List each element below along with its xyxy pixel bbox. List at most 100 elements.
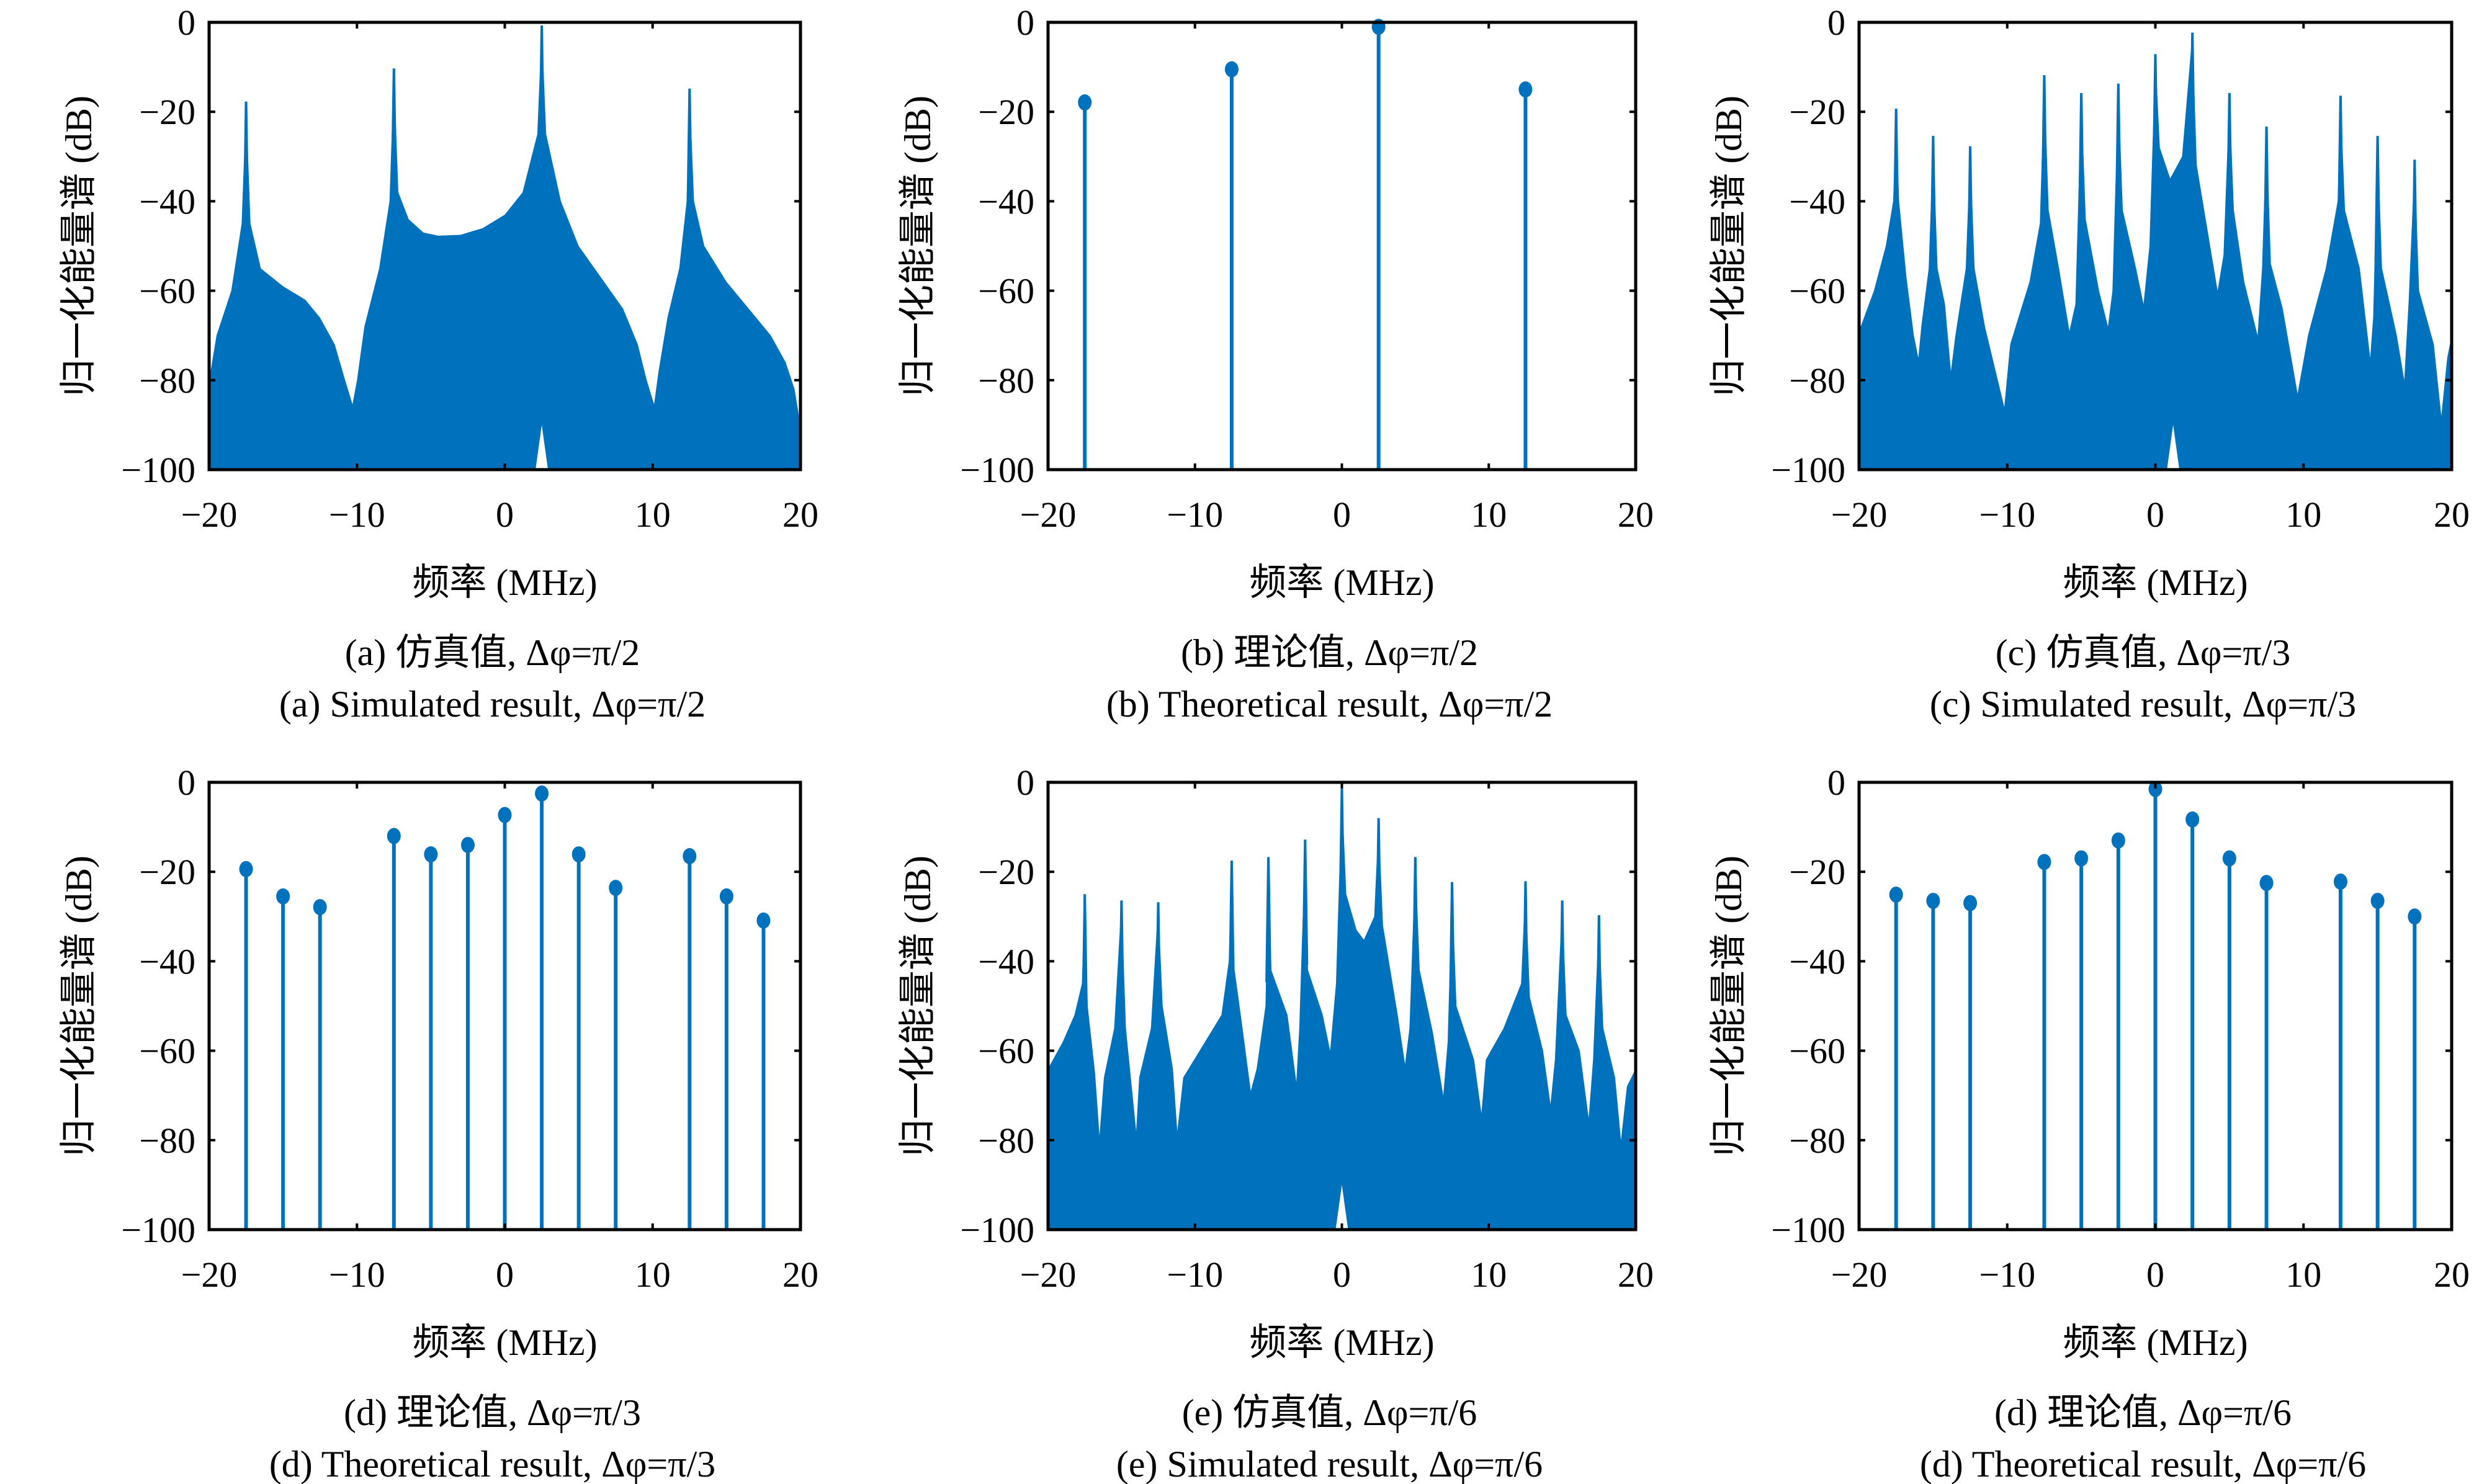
stem-marker xyxy=(2148,780,2163,797)
y-tick-label: −80 xyxy=(1789,360,1845,401)
x-tick-label: 10 xyxy=(2285,1254,2321,1295)
stem-marker xyxy=(1518,81,1533,98)
y-tick-label: −40 xyxy=(1789,181,1845,221)
caption-zh: (d) 理论值, Δφ=π/6 xyxy=(1994,1392,2292,1433)
stem-marker xyxy=(2259,875,2274,892)
x-tick-label: 0 xyxy=(2146,494,2164,535)
x-tick-label: 20 xyxy=(782,1254,818,1295)
spectrum-peak xyxy=(1412,857,1419,983)
y-tick-label: −40 xyxy=(139,941,195,981)
plot-area xyxy=(209,25,800,470)
spectrum-peak xyxy=(2337,96,2344,221)
caption-zh: (a) 仿真值, Δφ=π/2 xyxy=(345,632,640,673)
x-tick-label: 0 xyxy=(1333,1254,1351,1295)
stem-marker xyxy=(2370,893,2385,910)
spectrum-peak xyxy=(1930,136,1937,262)
y-tick-label: −80 xyxy=(978,360,1034,401)
spectrum-peak xyxy=(2078,92,2085,218)
spectrum-peak xyxy=(2189,32,2196,158)
y-tick-label: −100 xyxy=(1771,450,1845,490)
caption-zh: (e) 仿真值, Δφ=π/6 xyxy=(1182,1392,1477,1433)
y-axis-label: 归一化能量谱 (dB) xyxy=(1708,856,1749,1156)
x-tick-label: 0 xyxy=(2146,1254,2164,1295)
spectrum-peak xyxy=(2374,136,2381,262)
stem-marker xyxy=(719,888,733,905)
x-axis-label: 频率 (MHz) xyxy=(412,562,597,603)
x-tick-label: 0 xyxy=(1333,494,1351,535)
stem-marker xyxy=(239,860,253,877)
y-tick-label: −40 xyxy=(978,941,1034,981)
spectrum-peak xyxy=(1967,146,1974,272)
stem-marker xyxy=(683,847,697,864)
x-axis-label: 频率 (MHz) xyxy=(1249,1322,1434,1363)
y-tick-label: −40 xyxy=(139,181,195,221)
spectrum-peak xyxy=(2115,83,2122,209)
y-tick-label: −60 xyxy=(978,1031,1034,1071)
stem-marker xyxy=(1926,893,1940,910)
y-tick-label: −20 xyxy=(1789,92,1845,132)
y-tick-label: 0 xyxy=(1016,762,1034,803)
stem-marker xyxy=(2111,832,2125,849)
stem-marker xyxy=(2222,850,2236,867)
caption-zh: (d) 理论值, Δφ=π/3 xyxy=(344,1392,641,1433)
stem-marker xyxy=(2408,908,2422,925)
spectrum-peak xyxy=(539,25,545,151)
spectrum-peak xyxy=(1302,839,1309,965)
y-tick-label: −100 xyxy=(121,450,195,490)
spectrum-peak xyxy=(2411,159,2418,285)
spectrum-area xyxy=(1859,32,2452,470)
x-tick-label: 0 xyxy=(496,1254,514,1295)
caption-en: (d) Theoretical result, Δφ=π/6 xyxy=(1920,1444,2366,1484)
stem-marker xyxy=(609,880,623,896)
spectrum-peak xyxy=(686,88,693,214)
x-tick-label: 10 xyxy=(2285,494,2321,535)
x-tick-label: 10 xyxy=(635,494,671,535)
stem-marker xyxy=(1224,61,1239,78)
x-tick-label: 20 xyxy=(782,494,818,535)
y-axis-label: 归一化能量谱 (dB) xyxy=(58,856,99,1156)
caption-en: (a) Simulated result, Δφ=π/2 xyxy=(279,684,706,725)
caption-zh: (b) 理论值, Δφ=π/2 xyxy=(1181,632,1478,673)
y-tick-label: 0 xyxy=(177,2,195,43)
spectrum-peak xyxy=(2041,75,2048,200)
stem-marker xyxy=(2074,850,2089,867)
plot-area xyxy=(1889,780,2422,1230)
spectrum-peak xyxy=(243,101,249,227)
x-tick-label: −10 xyxy=(329,494,385,535)
x-tick-label: −20 xyxy=(1831,1254,1888,1295)
stem-marker xyxy=(498,807,512,823)
spectrum-peak xyxy=(1265,857,1272,983)
y-tick-label: 0 xyxy=(1016,2,1034,43)
x-tick-label: 20 xyxy=(2434,494,2470,535)
plot-area xyxy=(1048,789,1636,1230)
spectrum-peak xyxy=(1118,900,1125,1026)
stem-marker xyxy=(1078,94,1092,111)
x-tick-label: −10 xyxy=(1167,494,1223,535)
stem-marker xyxy=(1963,895,1978,911)
x-tick-label: 10 xyxy=(1471,494,1507,535)
spectrum-peak xyxy=(2263,126,2270,252)
spectrum-peak xyxy=(390,68,397,194)
x-axis-label: 频率 (MHz) xyxy=(412,1322,597,1363)
stem-marker xyxy=(2185,811,2200,828)
spectrum-peak xyxy=(1559,900,1566,1026)
stem-marker xyxy=(313,899,327,916)
spectrum-peak xyxy=(1228,860,1235,986)
spectrum-peak xyxy=(1449,882,1456,1008)
y-tick-label: −40 xyxy=(978,181,1034,221)
y-tick-label: −80 xyxy=(139,1120,195,1161)
y-axis-label: 归一化能量谱 (dB) xyxy=(897,96,938,396)
caption-en: (b) Theoretical result, Δφ=π/2 xyxy=(1106,684,1553,725)
spectrum-peak xyxy=(2152,54,2159,180)
y-tick-label: −60 xyxy=(978,271,1034,311)
plot-area xyxy=(1078,19,1533,470)
y-tick-label: −100 xyxy=(960,1210,1034,1250)
spectrum-peak xyxy=(1522,881,1529,1007)
stem-marker xyxy=(2037,854,2051,870)
spectrum-notch xyxy=(1335,1184,1348,1230)
spectrum-peak xyxy=(1375,818,1382,944)
x-axis-label: 频率 (MHz) xyxy=(2063,562,2248,603)
